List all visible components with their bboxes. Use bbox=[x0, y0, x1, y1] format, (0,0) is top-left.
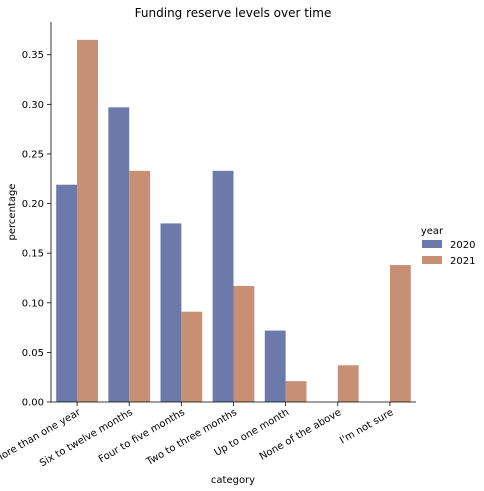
bar-2020-4 bbox=[264, 330, 286, 402]
y-axis-label: percentage bbox=[7, 184, 18, 241]
bar-2021-3 bbox=[233, 285, 255, 402]
legend-label-2020: 2020 bbox=[450, 240, 475, 251]
y-tick-label: 0.10 bbox=[22, 298, 44, 309]
x-tick-label: Four to five months bbox=[97, 407, 187, 465]
y-tick-label: 0.00 bbox=[22, 398, 44, 409]
legend-swatch-2021 bbox=[422, 256, 442, 264]
y-tick-label: 0.15 bbox=[22, 249, 44, 260]
x-tick-label: Two to three months bbox=[144, 407, 239, 468]
bar-2021-1 bbox=[129, 170, 151, 402]
legend-label-2021: 2021 bbox=[450, 256, 475, 267]
y-tick-label: 0.35 bbox=[22, 50, 44, 61]
x-tick-label: I'm not sure bbox=[338, 407, 395, 446]
bar-2020-0 bbox=[56, 184, 78, 402]
legend-title: year bbox=[421, 226, 444, 237]
bar-2021-4 bbox=[285, 381, 307, 402]
x-tick-label: Six to twelve months bbox=[38, 407, 135, 469]
y-tick-label: 0.20 bbox=[22, 199, 44, 210]
bar-2020-3 bbox=[212, 170, 234, 402]
bar-2021-2 bbox=[181, 311, 203, 402]
chart-title: Funding reserve levels over time bbox=[135, 6, 332, 20]
bar-2021-5 bbox=[337, 365, 359, 402]
bar-2020-2 bbox=[160, 223, 182, 402]
legend: year 2020 2021 bbox=[421, 226, 476, 267]
legend-swatch-2020 bbox=[422, 240, 442, 248]
bar-2020-1 bbox=[108, 107, 130, 402]
y-tick-label: 0.25 bbox=[22, 149, 44, 160]
y-tick-label: 0.30 bbox=[22, 100, 44, 111]
bar-2021-6 bbox=[389, 265, 411, 402]
bar-2021-0 bbox=[77, 39, 98, 403]
x-axis-label: category bbox=[211, 475, 255, 486]
y-tick-label: 0.05 bbox=[22, 348, 44, 359]
